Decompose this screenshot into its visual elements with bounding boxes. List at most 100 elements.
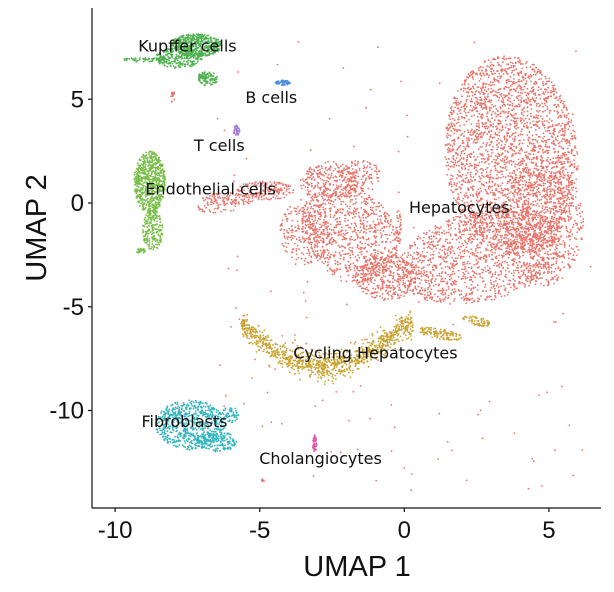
point-hepatocytes [443,230,445,232]
point-hepatocytes [447,219,450,222]
point-hepatocytes [500,264,503,267]
point-hepatocytes [432,257,434,260]
point-hepatocytes [513,184,516,187]
point-hepatocytes [481,69,483,72]
point-hepatocytes [467,221,470,223]
point-hepatocytes [541,195,543,198]
point-hepatocytes [468,165,471,168]
point-hepatocytes [473,264,475,266]
point-hepatocytes [470,248,473,251]
point-hepatocytes [423,290,426,292]
point-hepatocytes [545,139,547,142]
point-hepatocytes [480,98,483,101]
point-hepatocytes [484,214,486,217]
point-hepatocytes [530,91,533,93]
point-hepatocytes [511,69,514,72]
point-hepatocytes [463,152,466,155]
point-hepatocytes [349,239,352,241]
point-hepatocytes [504,287,507,290]
point-hepatocytes [571,135,573,138]
point-hepatocytes [569,204,572,207]
point-hepatocytes [474,93,477,96]
point-hepatocytes [542,82,544,85]
point-hepatocytes [506,99,509,101]
point-hepatocytes [561,171,564,174]
point-hepatocytes [556,135,559,138]
point-hepatocytes [493,192,496,195]
point-hepatocytes [470,115,473,117]
point-hepatocytes [536,210,538,213]
point-hepatocytes [533,181,536,184]
point-hepatocytes [552,129,555,132]
point-hepatocytes [488,100,491,103]
point-hepatocytes [406,264,409,267]
point-hepatocytes [387,258,390,260]
point-hepatocytes [511,104,514,107]
point-hepatocytes [561,261,564,264]
point-hepatocytes [417,257,420,259]
point-hepatocytes [419,254,422,257]
point-hepatocytes [498,197,500,199]
point-hepatocytes [429,259,432,261]
point-hepatocytes [467,260,469,263]
point-hepatocytes [554,241,556,244]
point-hepatocytes [429,290,431,293]
point-hepatocytes [451,273,454,275]
point-hepatocytes [457,116,460,118]
point-hepatocytes [543,126,546,129]
point-hepatocytes [386,221,389,224]
point-hepatocytes [494,133,497,136]
point-hepatocytes [541,81,544,83]
point-hepatocytes [479,241,481,244]
point-hepatocytes [498,289,500,292]
point-hepatocytes [523,110,526,113]
point-hepatocytes [465,177,468,179]
point-hepatocytes [484,131,486,134]
point-hepatocytes [512,240,515,243]
point-hepatocytes [508,99,510,102]
point-hepatocytes [485,190,488,193]
point-hepatocytes [426,294,429,297]
point-hepatocytes [526,110,529,113]
point-hepatocytes [544,143,547,146]
point-hepatocytes [466,154,469,157]
point-hepatocytes [476,115,479,118]
point-hepatocytes [457,193,460,196]
point-hepatocytes [498,230,501,233]
point-hepatocytes [554,162,556,165]
point-hepatocytes [526,121,528,124]
point-hepatocytes [511,115,513,117]
point-hepatocytes [426,296,428,298]
point-hepatocytes [489,237,492,239]
point-hepatocytes [530,142,533,145]
point-hepatocytes [420,293,423,295]
point-hepatocytes [491,246,493,249]
point-hepatocytes [538,199,541,202]
point-hepatocytes [451,178,454,180]
point-hepatocytes [506,81,508,84]
point-hepatocytes [527,243,529,245]
point-hepatocytes [534,274,537,277]
point-hepatocytes [478,126,481,129]
point-hepatocytes [546,108,549,110]
point-hepatocytes [499,75,502,78]
point-hepatocytes [537,114,540,117]
point-hepatocytes [501,57,504,60]
point-hepatocytes [569,176,571,179]
point-hepatocytes [421,289,424,292]
point-hepatocytes [507,86,510,89]
point-hepatocytes [535,185,538,188]
point-hepatocytes [521,226,524,228]
point-hepatocytes [555,234,558,236]
point-hepatocytes [522,79,525,81]
point-hepatocytes [502,158,504,160]
point-hepatocytes [543,230,546,233]
point-hepatocytes [511,176,514,178]
point-hepatocytes [550,266,553,269]
point-hepatocytes [456,90,459,92]
point-hepatocytes [446,143,449,146]
point-hepatocytes [548,162,551,165]
point-hepatocytes [539,265,542,268]
point-hepatocytes [491,273,494,276]
point-hepatocytes [435,266,437,269]
